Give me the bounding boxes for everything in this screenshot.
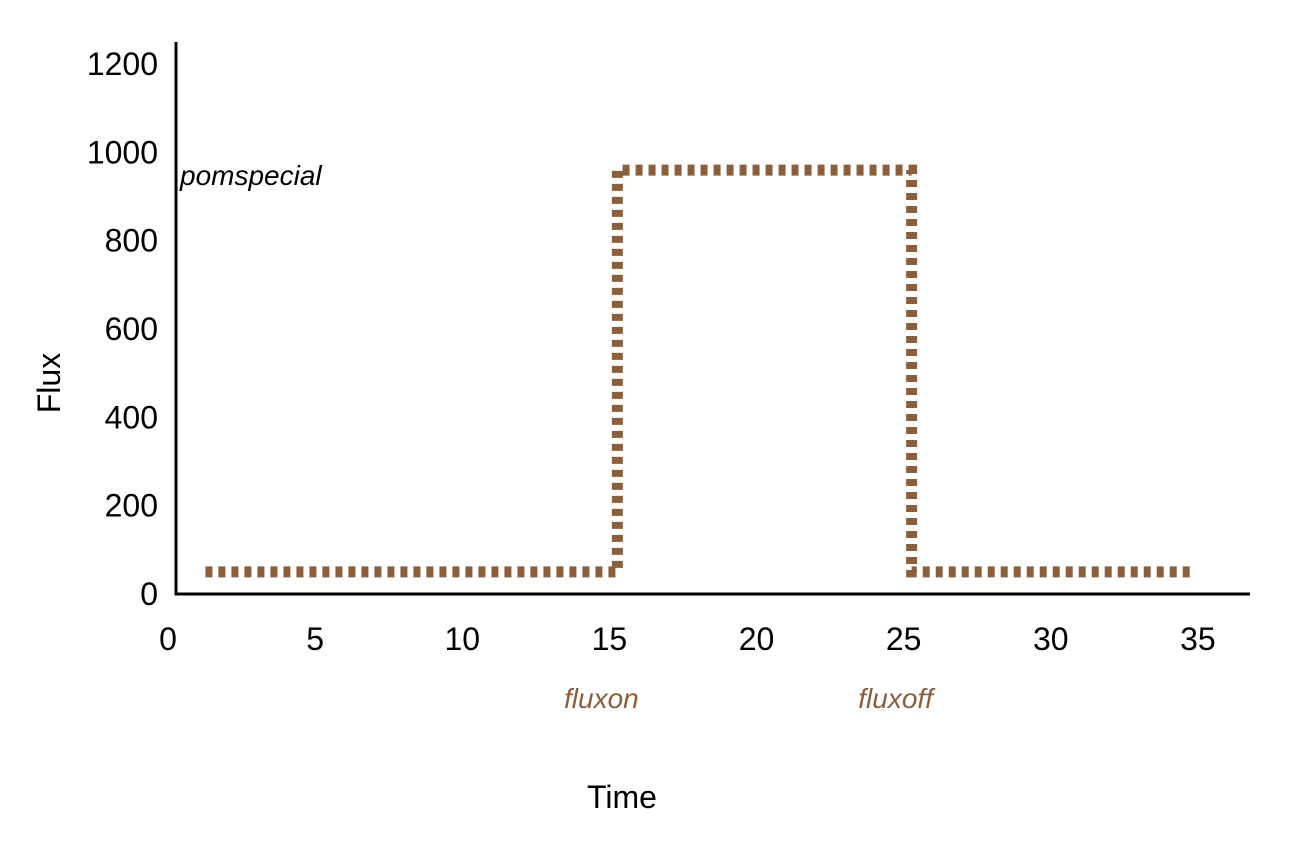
tick-labels: 0 5 10 15 20 25 30 35 0 200 400 600 800 1000 1200 [87,46,1216,657]
x-tick-label: 10 [444,621,480,657]
axes [174,42,1250,596]
x-tick-label: 15 [592,621,628,657]
annotation-pomspecial: pomspecial [179,160,322,191]
x-tick-label: 5 [306,621,324,657]
y-tick-label: 1000 [87,134,158,170]
annotation-fluxoff: fluxoff [858,683,936,714]
y-tick-label: 400 [105,399,158,435]
x-tick-label: 25 [886,621,922,657]
y-tick-label: 600 [105,311,158,347]
x-tick-label: 35 [1180,621,1216,657]
y-axis-title: Flux [31,353,67,413]
y-tick-label: 0 [140,576,158,612]
y-tick-label: 800 [105,223,158,259]
series-lines [205,164,1192,578]
y-tick-label: 1200 [87,46,158,82]
x-axis-title: Time [587,779,657,815]
y-tick-label: 200 [105,488,158,524]
annotations: pomspecial fluxon fluxoff [179,160,936,714]
flux-series-line [205,164,1192,578]
annotation-fluxon: fluxon [564,683,639,714]
x-tick-label: 30 [1033,621,1069,657]
x-tick-label: 0 [159,621,177,657]
x-tick-label: 20 [739,621,775,657]
